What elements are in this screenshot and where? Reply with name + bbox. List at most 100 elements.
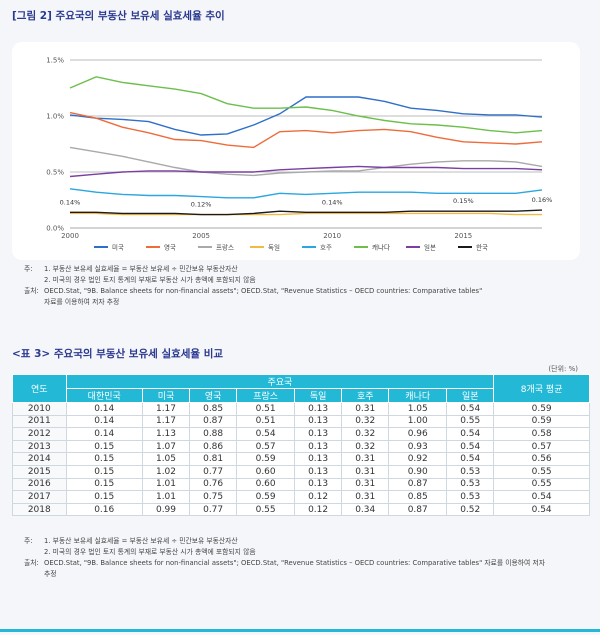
series-line [69,96,543,136]
header-year: 연도 [12,374,67,403]
y-tick-label: 0.0% [46,225,64,233]
value-cell: 1.00 [388,414,448,429]
series-line [69,165,543,178]
table-row: 2015 0.15 1.02 0.77 0.60 0.13 0.31 0.90 0.53 0.55 [12,464,590,479]
header-group: 주요국 [65,374,495,389]
value-cell: 0.55 [493,464,590,479]
value-cell: 0.31 [341,452,390,466]
note-text: OECD.Stat, "9B. Balance sheets for non-f… [44,287,483,295]
note-lead: 주: [24,537,33,545]
header-country: 캐나다 [388,388,448,403]
legend-label: 캐나다 [372,243,390,252]
legend-label: 독일 [268,243,280,252]
series-line [70,212,542,216]
value-cell: 0.96 [388,427,448,441]
value-cell: 0.56 [493,452,590,466]
value-cell: 0.87 [189,414,238,429]
value-cell: 0.15 [65,464,143,479]
value-cell: 0.77 [189,464,238,479]
header-country: 독일 [294,388,343,403]
value-cell: 0.57 [236,439,296,454]
value-cell: 0.54 [493,490,590,504]
value-cell: 0.93 [388,439,448,454]
value-cell: 0.54 [493,502,590,517]
table-row: 2018 0.16 0.99 0.77 0.55 0.12 0.34 0.87 0.52 0.54 [12,502,590,517]
value-cell: 0.13 [294,414,343,429]
header-country: 미국 [141,388,191,403]
value-cell: 0.15 [65,439,143,454]
value-cell: 0.75 [189,490,238,504]
header-country: 프랑스 [236,388,296,403]
value-cell: 0.13 [294,427,343,441]
value-cell: 0.53 [446,490,495,504]
figure-notes: 주: 1. 부동산 보유세 실효세율 = 부동산 보유세 ÷ 민간보유 부동산자산… [24,264,482,308]
value-cell: 0.15 [65,490,143,504]
x-tick-label: 2010 [323,232,341,240]
table-title: <표 3> 주요국의 부동산 보유세 실효세율 비교 [12,348,224,360]
value-cell: 0.92 [388,452,448,466]
year-cell: 2013 [12,439,67,454]
note-text: 2. 미국의 경우 법인 토지 통계의 부재로 부동산 시가 총액에 포함되지 … [44,276,256,284]
value-cell: 1.17 [141,414,191,429]
value-cell: 0.54 [446,427,495,441]
data-label: 0.16% [532,196,553,204]
legend-label: 호주 [320,244,332,252]
value-cell: 0.59 [493,414,590,429]
value-cell: 0.99 [141,502,191,517]
value-cell: 0.13 [294,477,343,492]
legend-label: 영국 [164,243,176,252]
header-country: 일본 [446,388,495,403]
table-row: 2013 0.15 1.07 0.86 0.57 0.13 0.32 0.93 0.54 0.57 [12,439,590,454]
series-line [69,188,543,199]
value-cell: 0.34 [341,502,390,517]
value-cell: 1.05 [141,452,191,466]
table-row: 2011 0.14 1.17 0.87 0.51 0.13 0.32 1.00 0.55 0.59 [12,414,590,429]
value-cell: 1.17 [141,402,191,416]
country-header-row: 대한민국 미국 영국 프랑스 독일 호주 캐나다 일본 [13,388,590,403]
value-cell: 0.13 [294,452,343,466]
year-cell: 2014 [12,452,67,466]
value-cell: 0.54 [446,452,495,466]
note-line: 자료를 이용하여 저자 추정 [24,297,482,308]
year-cell: 2017 [12,490,67,504]
comparison-table: 연도 주요국 8개국 평균 대한민국 미국 영국 프랑스 독일 호주 캐나다 일본 2010 0… [12,374,590,517]
value-cell: 1.05 [388,402,448,416]
x-tick-label: 2000 [61,232,79,240]
data-label: 0.14% [322,198,343,206]
table-unit: (단위: %) [548,365,578,373]
value-cell: 0.12 [294,502,343,517]
note-lead: 주: [24,265,33,273]
table-row: 2017 0.15 1.01 0.75 0.59 0.12 0.31 0.85 0.53 0.54 [12,490,590,504]
value-cell: 0.13 [294,439,343,454]
series-line [69,146,543,177]
value-cell: 0.13 [294,402,343,416]
note-lead: 출처: [24,559,39,567]
note-line: 출처: OECD.Stat, "9B. Balance sheets for no… [24,558,545,569]
year-cell: 2011 [12,414,67,429]
value-cell: 0.54 [446,439,495,454]
note-text: 1. 부동산 보유세 실효세율 = 부동산 보유세 ÷ 민간보유 부동산자산 [44,537,238,545]
value-cell: 0.31 [341,464,390,479]
value-cell: 0.60 [236,477,296,492]
value-cell: 0.55 [493,477,590,492]
value-cell: 0.15 [65,452,143,466]
x-tick-label: 2005 [192,232,210,240]
value-cell: 0.53 [446,464,495,479]
value-cell: 0.54 [446,402,495,416]
year-cell: 2015 [12,464,67,479]
legend-label: 프랑스 [216,244,234,252]
table-row: 2010 0.14 1.17 0.85 0.51 0.13 0.31 1.05 0.54 0.59 [12,402,590,416]
legend-label: 일본 [424,243,436,252]
note-line: 주: 1. 부동산 보유세 실효세율 = 부동산 보유세 ÷ 민간보유 부동산자산 [24,536,545,547]
table-row: 2012 0.14 1.13 0.88 0.54 0.13 0.32 0.96 0.54 0.58 [12,427,590,441]
note-lead [24,547,44,558]
table-notes: 주: 1. 부동산 보유세 실효세율 = 부동산 보유세 ÷ 민간보유 부동산자산… [24,536,545,580]
value-cell: 1.01 [141,477,191,492]
value-cell: 0.81 [189,452,238,466]
value-cell: 0.31 [341,402,390,416]
value-cell: 0.16 [65,502,143,517]
value-cell: 0.60 [236,464,296,479]
note-line: 출처: OECD.Stat, "9B. Balance sheets for no… [24,286,482,297]
value-cell: 0.59 [236,490,296,504]
value-cell: 0.14 [65,402,143,416]
